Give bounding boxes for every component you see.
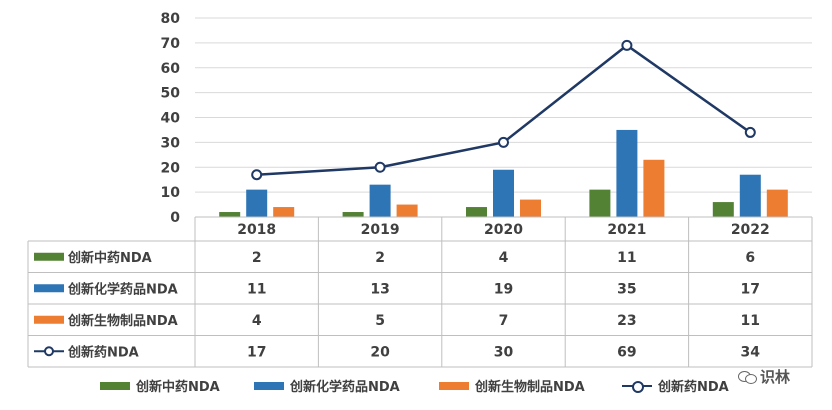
line-point [621, 39, 633, 51]
data-label: 11 [741, 313, 760, 329]
data-label: 17 [247, 344, 266, 360]
data-label: 4 [252, 313, 262, 329]
bar [766, 189, 788, 217]
data-label: 13 [370, 281, 389, 297]
data-label: 2 [252, 250, 262, 266]
row-label: 创新药NDA [67, 344, 139, 360]
bar [493, 169, 514, 217]
bar [246, 189, 268, 217]
data-label: 5 [375, 313, 385, 329]
x-tick-label: 2018 [237, 222, 276, 238]
legend-item-chemical: 创新化学药品NDA [254, 376, 400, 395]
data-label: 7 [499, 313, 509, 329]
row-label: 创新化学药品NDA [67, 281, 178, 297]
data-label: 17 [741, 281, 760, 297]
bar [520, 199, 541, 217]
legend-swatch [439, 381, 469, 390]
row-point-marker [44, 346, 54, 357]
legend-label: 创新化学药品NDA [290, 380, 400, 395]
bar [369, 184, 391, 217]
y-tick-label: 40 [161, 111, 181, 127]
bar [219, 212, 241, 217]
legend-item-tcm: 创新中药NDA [100, 376, 220, 395]
bar [589, 189, 611, 217]
data-label: 30 [494, 344, 514, 360]
bar [466, 207, 487, 217]
legend-swatch [254, 381, 284, 390]
data-label: 35 [617, 281, 636, 297]
legend: 创新中药NDA 创新化学药品NDA 创新生物制品NDA 创新药NDA [0, 372, 832, 400]
data-label: 20 [370, 344, 390, 360]
legend-label: 创新中药NDA [136, 380, 220, 395]
y-tick-label: 50 [161, 86, 181, 102]
data-label: 19 [494, 281, 513, 297]
series-line [256, 43, 752, 176]
line-point [744, 126, 756, 138]
legend-line-marker [622, 380, 652, 393]
data-label: 6 [745, 250, 755, 266]
data-label: 23 [617, 313, 636, 329]
x-tick-label: 2022 [731, 222, 770, 238]
data-label: 11 [247, 281, 266, 297]
line-point [374, 161, 386, 173]
row-label: 创新生物制品NDA [67, 313, 178, 329]
row-swatch [34, 284, 64, 293]
y-tick-label: 80 [161, 11, 181, 27]
y-tick-label: 0 [170, 210, 180, 226]
data-label: 34 [741, 344, 761, 360]
row-swatch [34, 315, 64, 324]
grid [195, 17, 812, 193]
bar [643, 159, 665, 217]
data-label: 11 [617, 250, 636, 266]
legend-label: 创新药NDA [658, 380, 729, 395]
data-label: 4 [499, 250, 509, 266]
x-tick-label: 2021 [607, 222, 646, 238]
row-label: 创新中药NDA [67, 250, 152, 266]
wechat-icon [738, 369, 757, 385]
y-tick-label: 70 [161, 36, 181, 52]
legend-item-innovative: 创新药NDA [622, 376, 729, 395]
y-tick-label: 10 [161, 185, 181, 201]
bar [616, 129, 638, 217]
watermark-text: 识林 [760, 368, 791, 386]
x-tick-label: 2019 [361, 222, 400, 238]
line-series [251, 39, 756, 181]
bar [396, 204, 418, 217]
data-label: 69 [617, 344, 636, 360]
legend-label: 创新生物制品NDA [475, 380, 585, 395]
y-tick-label: 30 [161, 135, 181, 151]
legend-item-biologic: 创新生物制品NDA [439, 376, 585, 395]
bar [273, 207, 295, 217]
y-tick-label: 20 [161, 160, 181, 176]
legend-swatch [100, 381, 130, 390]
y-axis: 0 10 20 30 40 50 60 70 80 [161, 11, 181, 226]
bar [712, 202, 734, 217]
bars [219, 129, 788, 217]
line-point [251, 169, 263, 181]
bar [739, 174, 761, 217]
data-label: 2 [375, 250, 385, 266]
y-tick-label: 60 [161, 61, 181, 77]
bar [342, 212, 364, 217]
x-tick-label: 2020 [484, 222, 523, 238]
line-point [498, 136, 509, 148]
row-swatch [34, 252, 64, 261]
watermark: 识林 [738, 366, 790, 387]
